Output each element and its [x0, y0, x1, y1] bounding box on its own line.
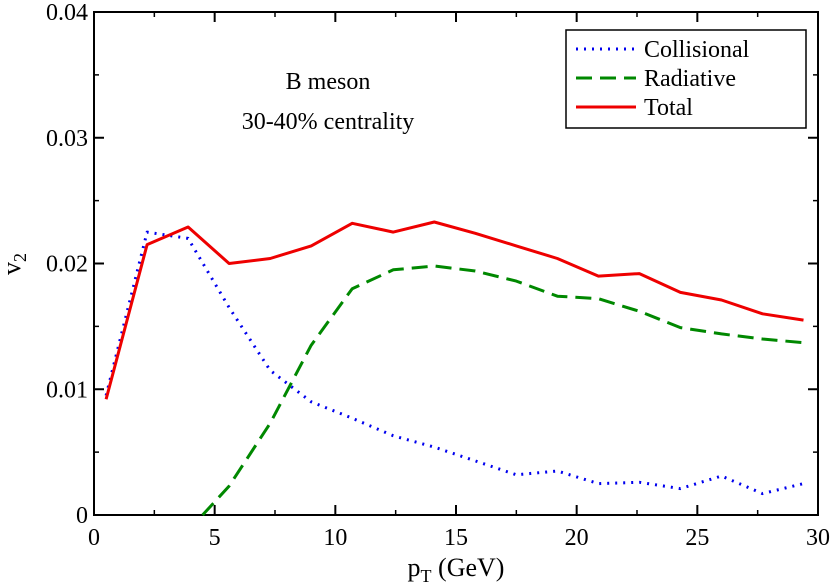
- annotation-particle: B meson: [286, 69, 371, 95]
- x-tick-label: 10: [323, 525, 347, 551]
- annotation-centrality: 30-40% centrality: [242, 109, 415, 135]
- y-tick-label: 0: [76, 503, 88, 529]
- y-axis-label: v2: [0, 253, 30, 275]
- x-axis-label-unit: (GeV): [432, 553, 505, 582]
- y-tick-label: 0.03: [46, 126, 88, 152]
- x-tick-label: 20: [565, 525, 589, 551]
- series-line-radiative: [201, 264, 804, 517]
- x-tick-label: 15: [444, 525, 468, 551]
- x-axis-label: pT (GeV): [408, 553, 505, 586]
- y-tick-label: 0.01: [46, 377, 88, 403]
- y-tick-label: 0.04: [46, 0, 88, 26]
- x-tick-label: 25: [685, 525, 709, 551]
- legend-label-total: Total: [644, 95, 693, 121]
- y-axis-label-subscript: 2: [10, 253, 30, 262]
- x-axis-label-subscript: T: [421, 566, 432, 586]
- x-tick-label: 0: [88, 525, 100, 551]
- y-tick-label: 0.02: [46, 252, 88, 278]
- axis-ticks: 0 5 10 15 20 25 30 0 0.01 0.02 0.03 0.04: [46, 0, 830, 551]
- series-layer: [104, 220, 804, 517]
- legend-label-radiative: Radiative: [644, 66, 736, 92]
- series-line-collisional: [104, 230, 804, 496]
- legend: Collisional Radiative Total: [565, 29, 807, 129]
- legend-label-collisional: Collisional: [644, 37, 750, 63]
- series-line-total: [104, 220, 804, 400]
- x-tick-label: 5: [209, 525, 221, 551]
- x-tick-label: 30: [806, 525, 830, 551]
